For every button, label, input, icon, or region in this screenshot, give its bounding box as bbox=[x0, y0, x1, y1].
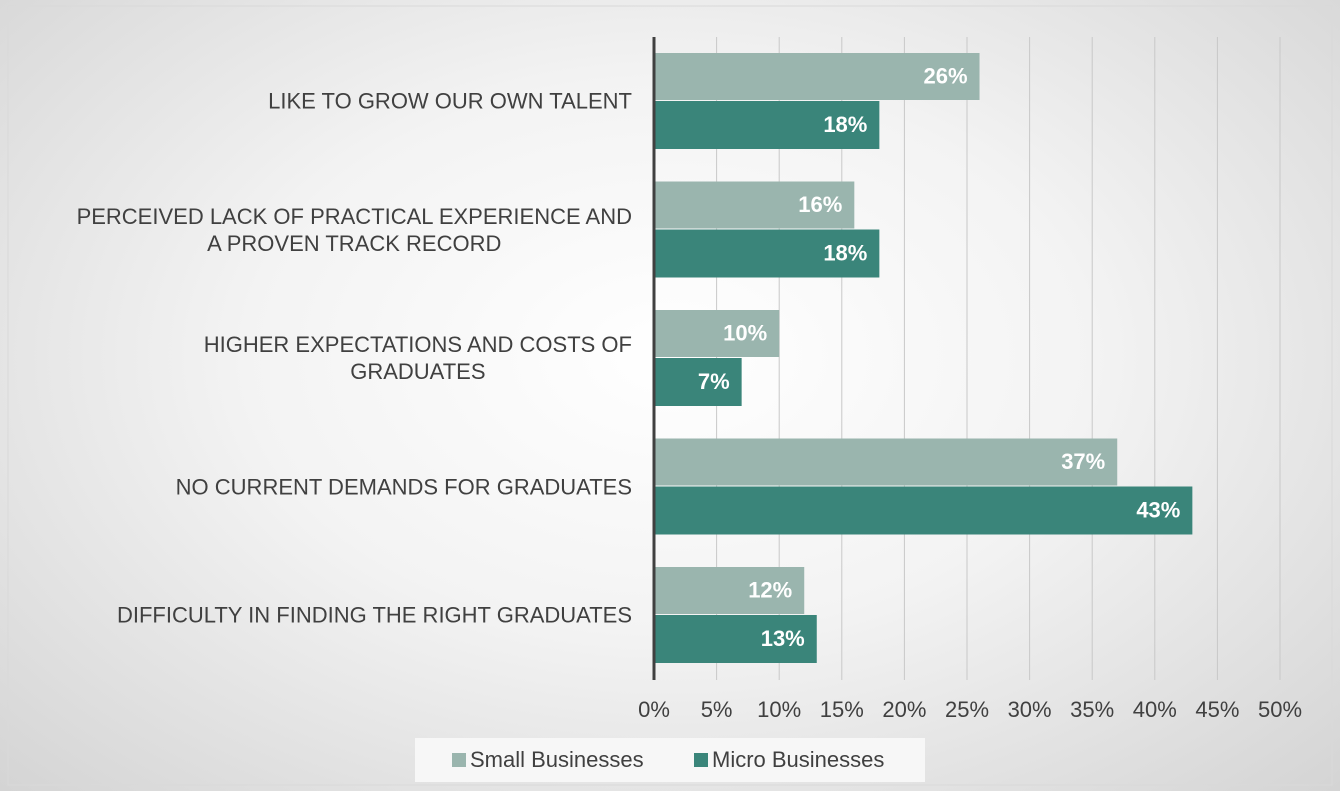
legend-swatch bbox=[452, 753, 466, 767]
legend-swatch bbox=[694, 753, 708, 767]
bar bbox=[654, 615, 817, 663]
chart-border bbox=[7, 5, 1333, 786]
value-label: 43% bbox=[1136, 497, 1180, 522]
category-label: DIFFICULTY IN FINDING THE RIGHT GRADUATE… bbox=[116, 602, 632, 628]
value-label: 7% bbox=[698, 369, 730, 394]
bar bbox=[654, 53, 980, 100]
bar bbox=[654, 310, 780, 357]
value-label: 18% bbox=[823, 112, 867, 137]
x-tick-label: 25% bbox=[945, 697, 989, 722]
x-tick-label: 35% bbox=[1070, 697, 1114, 722]
x-tick-label: 45% bbox=[1195, 697, 1239, 722]
value-label: 12% bbox=[748, 577, 792, 602]
bar bbox=[654, 101, 880, 149]
value-label: 18% bbox=[823, 240, 867, 265]
category-label: NO CURRENT DEMANDS FOR GRADUATES bbox=[175, 474, 632, 499]
bar bbox=[654, 486, 1193, 535]
x-tick-label: 20% bbox=[882, 697, 926, 722]
legend-panel bbox=[415, 738, 925, 782]
x-tick-label: 30% bbox=[1008, 697, 1052, 722]
value-label: 37% bbox=[1061, 449, 1105, 474]
bar bbox=[654, 567, 805, 614]
x-tick-label: 15% bbox=[820, 697, 864, 722]
category-label: PERCEIVED LACK OF PRACTICAL EXPERIENCE A… bbox=[76, 203, 632, 256]
legend-label: Small Businesses bbox=[470, 747, 644, 772]
value-label: 13% bbox=[761, 626, 805, 651]
bar bbox=[654, 358, 742, 406]
value-label: 16% bbox=[798, 192, 842, 217]
x-tick-label: 40% bbox=[1133, 697, 1177, 722]
value-label: 10% bbox=[723, 320, 767, 345]
category-label: LIKE TO GROW OUR OWN TALENT bbox=[268, 88, 632, 114]
bar bbox=[654, 438, 1118, 486]
x-tick-label: 10% bbox=[757, 697, 801, 722]
bar bbox=[654, 229, 880, 278]
legend-label: Micro Businesses bbox=[712, 747, 884, 772]
bar bbox=[654, 181, 855, 229]
value-label: 26% bbox=[923, 63, 967, 88]
x-tick-label: 50% bbox=[1258, 697, 1302, 722]
x-tick-label: 5% bbox=[701, 697, 733, 722]
category-label: HIGHER EXPECTATIONS AND COSTS OF GRADUAT… bbox=[203, 332, 632, 384]
x-tick-label: 0% bbox=[638, 697, 670, 722]
